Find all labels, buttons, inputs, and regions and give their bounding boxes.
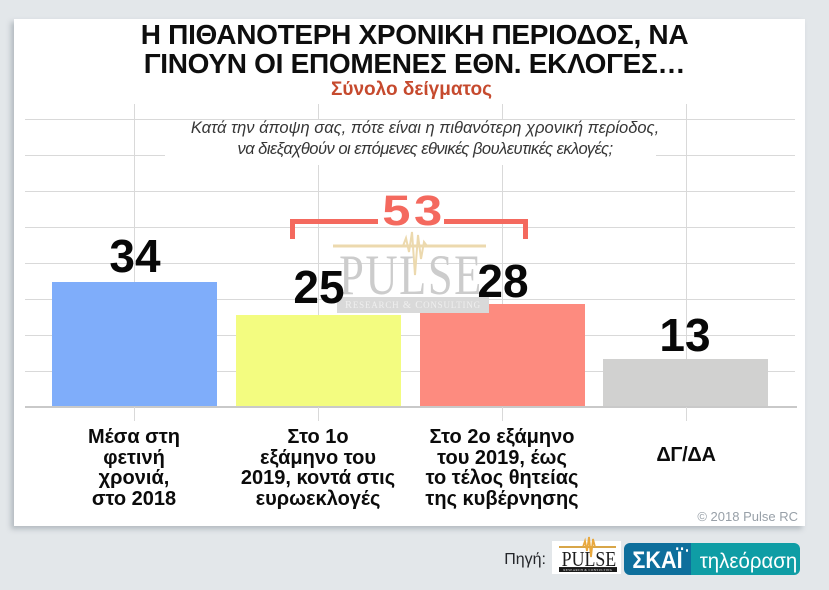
- svg-text:RESEARCH & CONSULTING: RESEARCH & CONSULTING: [563, 568, 612, 572]
